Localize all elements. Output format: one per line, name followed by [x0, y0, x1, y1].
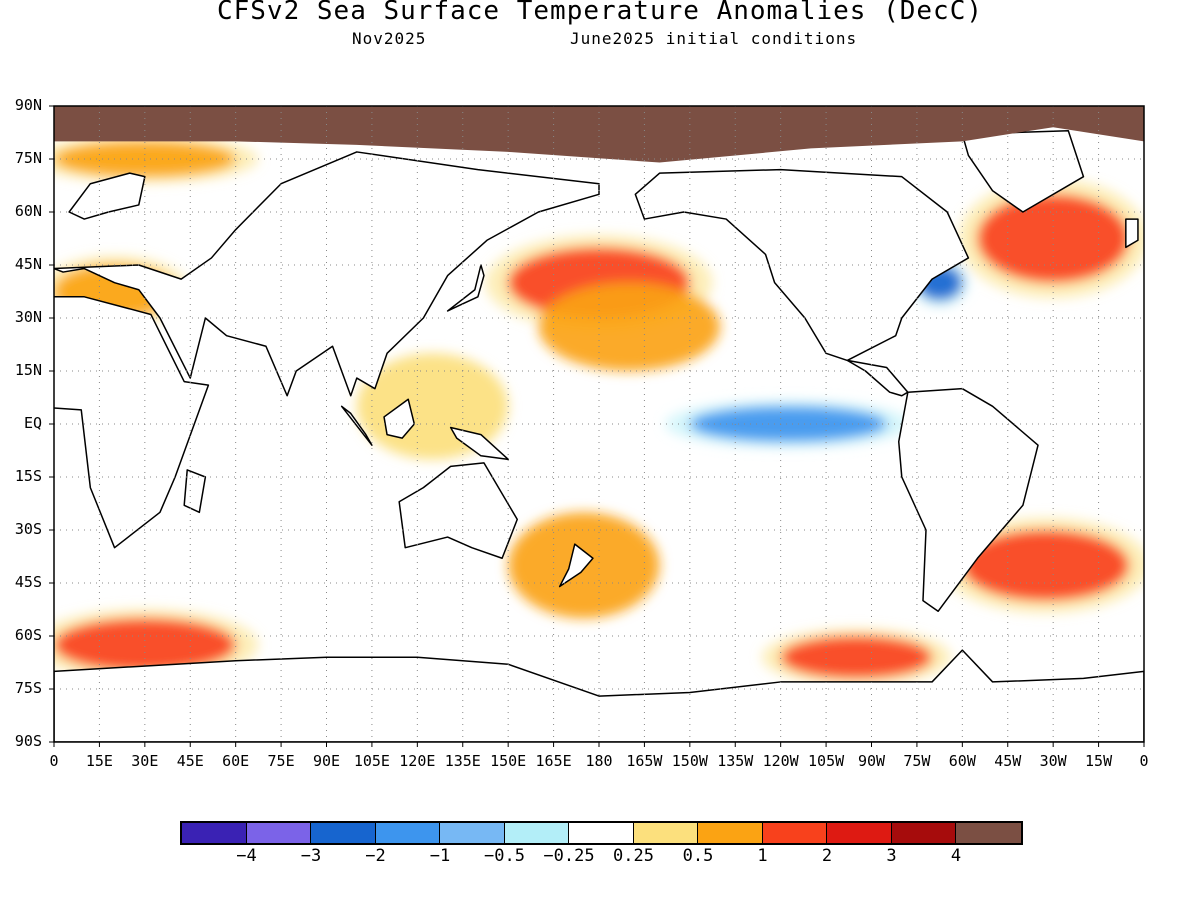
anomaly-region-5 — [962, 530, 1129, 601]
anomaly-region-7 — [780, 636, 933, 679]
landmass-15 — [449, 426, 509, 461]
lat-label: 60S — [14, 626, 42, 644]
lon-label: 120W — [762, 752, 799, 770]
legend-label: −0.5 — [484, 846, 525, 866]
lon-label: 105E — [353, 752, 390, 770]
legend-label: 2 — [821, 846, 833, 866]
color-legend — [180, 821, 1023, 845]
legend-label: −0.25 — [543, 846, 595, 866]
lon-label: 45E — [176, 752, 204, 770]
legend-swatch — [246, 823, 311, 843]
map-title: CFSv2 Sea Surface Temperature Anomalies … — [216, 0, 984, 26]
lat-label: 45S — [14, 573, 42, 591]
lon-label: 30W — [1039, 752, 1067, 770]
landmass-11 — [558, 543, 594, 588]
target-month: Nov2025 — [352, 29, 427, 48]
sea-ice-mask — [54, 106, 1144, 163]
landmass-14 — [340, 405, 373, 446]
lon-label: 180 — [585, 752, 613, 770]
legend-label: −1 — [429, 846, 451, 866]
lon-label: 30E — [131, 752, 159, 770]
legend-swatch — [504, 823, 569, 843]
anomaly-region-1 — [538, 282, 721, 372]
landmass-7 — [961, 129, 1085, 213]
lat-label: 75N — [14, 149, 42, 167]
legend-label: 0.25 — [613, 846, 654, 866]
legend-label: −3 — [300, 846, 322, 866]
lat-label: EQ — [23, 414, 42, 432]
lat-label: 45N — [14, 255, 42, 273]
lon-label: 150E — [490, 752, 527, 770]
landmass-6 — [898, 387, 1039, 613]
legend-swatch — [633, 823, 698, 843]
legend-label: 1 — [757, 846, 768, 866]
landmass-3 — [398, 462, 518, 560]
legend-label: 4 — [950, 846, 962, 866]
landmass-5 — [846, 359, 909, 397]
legend-label: 3 — [886, 846, 897, 866]
lat-label: 15S — [14, 467, 42, 485]
lon-label: 0 — [1139, 752, 1149, 770]
legend-swatch — [182, 823, 247, 843]
lon-label: 135E — [444, 752, 481, 770]
axis-ticks — [49, 105, 1145, 747]
lon-label: 15E — [85, 752, 113, 770]
lon-label: 15W — [1085, 752, 1113, 770]
anomaly-region-2 — [689, 406, 887, 442]
lat-label: 15N — [14, 361, 42, 379]
landmass-12 — [1125, 218, 1139, 249]
lat-label: 30N — [14, 308, 42, 326]
landmass-2 — [68, 172, 146, 220]
grid-lines — [54, 106, 1144, 742]
lon-label: 105W — [808, 752, 845, 770]
legend-swatch — [698, 823, 763, 843]
lon-label: 120E — [399, 752, 436, 770]
lon-label: 135W — [717, 752, 754, 770]
lon-label: 90W — [857, 752, 886, 770]
legend-swatch — [956, 823, 1021, 843]
lon-label: 75W — [903, 752, 931, 770]
legend-label: 0.5 — [682, 846, 714, 866]
legend-swatch — [891, 823, 956, 843]
lon-label: 0 — [49, 752, 59, 770]
legend-swatch — [762, 823, 827, 843]
landmass-0 — [54, 296, 210, 549]
legend-swatch — [375, 823, 440, 843]
lat-label: 30S — [14, 520, 42, 538]
lat-label: 60N — [14, 202, 42, 220]
lat-label: 90N — [14, 96, 42, 114]
legend-swatch — [569, 823, 634, 843]
legend-swatch — [311, 823, 376, 843]
lon-label: 60E — [222, 752, 250, 770]
lon-label: 90E — [312, 752, 341, 770]
lon-label: 75E — [267, 752, 295, 770]
landmass-8 — [54, 649, 1144, 742]
lon-label: 165E — [535, 752, 572, 770]
legend-swatch — [827, 823, 892, 843]
lon-label: 150W — [671, 752, 708, 770]
init-conditions: June2025 initial conditions — [570, 29, 858, 48]
legend-swatch — [440, 823, 505, 843]
legend-label: −4 — [236, 846, 257, 866]
landmass-9 — [446, 264, 485, 312]
landmass-4 — [634, 168, 970, 362]
lat-label: 90S — [14, 732, 42, 750]
lon-label: 45W — [994, 752, 1022, 770]
lon-label: 60W — [948, 752, 976, 770]
legend-label: −2 — [365, 846, 386, 866]
lon-label: 165W — [626, 752, 663, 770]
lat-label: 75S — [14, 679, 42, 697]
landmass-10 — [183, 469, 207, 514]
landmass-13 — [383, 398, 416, 439]
